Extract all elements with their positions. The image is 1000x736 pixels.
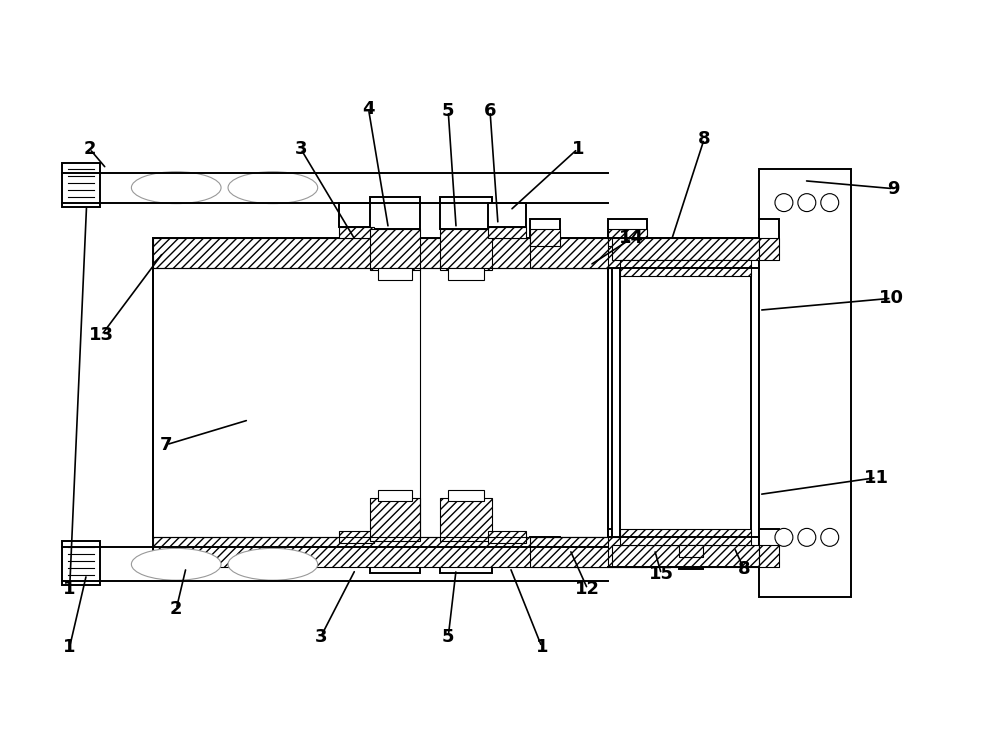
Bar [153,238,608,567]
Text: 15: 15 [649,565,674,583]
Text: 8: 8 [738,560,750,578]
Bar [440,498,492,542]
Bar [608,238,647,269]
Bar [608,537,647,567]
Bar [679,545,703,557]
Bar [759,238,779,261]
Bar [62,542,100,585]
Bar [608,219,647,269]
Text: 1: 1 [536,638,548,656]
Text: 1: 1 [571,140,584,158]
Bar [620,261,751,545]
Bar [759,545,779,567]
Circle shape [821,194,839,211]
Bar [530,238,612,269]
Bar [620,529,751,545]
Ellipse shape [228,548,318,580]
Bar [759,219,779,261]
Text: 5: 5 [442,102,454,120]
Bar [378,489,412,501]
Bar [612,545,759,567]
Ellipse shape [131,171,221,204]
Bar [370,229,420,270]
Text: 2: 2 [170,600,182,618]
Bar [448,489,484,501]
Bar [339,202,374,227]
Circle shape [821,528,839,546]
Bar [612,238,759,261]
Text: 1: 1 [63,580,76,598]
Circle shape [798,194,816,211]
Text: 10: 10 [879,289,904,307]
Bar [440,229,492,270]
Bar [530,537,560,567]
Text: 3: 3 [314,628,327,646]
Bar [679,545,703,569]
Bar [378,269,412,280]
Text: 4: 4 [362,100,375,118]
Bar [370,197,420,229]
Bar [759,529,779,567]
Bar [488,202,526,227]
Bar [62,163,100,207]
Text: 11: 11 [864,469,889,486]
Bar [530,229,560,247]
Bar [339,531,374,543]
Text: 13: 13 [89,326,114,344]
Bar [530,219,560,269]
Text: 8: 8 [698,130,711,148]
Text: 1: 1 [63,638,76,656]
Bar [530,537,612,567]
Bar [440,197,492,229]
Bar [488,531,526,543]
Bar [612,238,759,567]
Text: 6: 6 [484,102,496,120]
Bar [339,543,374,567]
Circle shape [775,194,793,211]
Bar [488,543,526,567]
Text: 5: 5 [442,628,454,646]
Circle shape [775,528,793,546]
Text: 9: 9 [887,180,900,198]
Bar [370,498,420,542]
Bar [488,227,526,238]
Text: 12: 12 [575,580,600,598]
Bar [153,537,608,567]
Bar [608,229,647,247]
Text: 7: 7 [160,436,173,453]
Bar [440,542,492,573]
Bar [448,269,484,280]
Text: 2: 2 [83,140,96,158]
Bar [620,261,751,276]
Circle shape [798,528,816,546]
Bar [339,227,374,238]
Text: 3: 3 [295,140,307,158]
Ellipse shape [131,548,221,580]
Bar [153,238,608,269]
Bar [608,529,647,565]
Bar [370,542,420,573]
Text: 14: 14 [619,230,644,247]
Bar [759,169,851,597]
Ellipse shape [228,171,318,204]
